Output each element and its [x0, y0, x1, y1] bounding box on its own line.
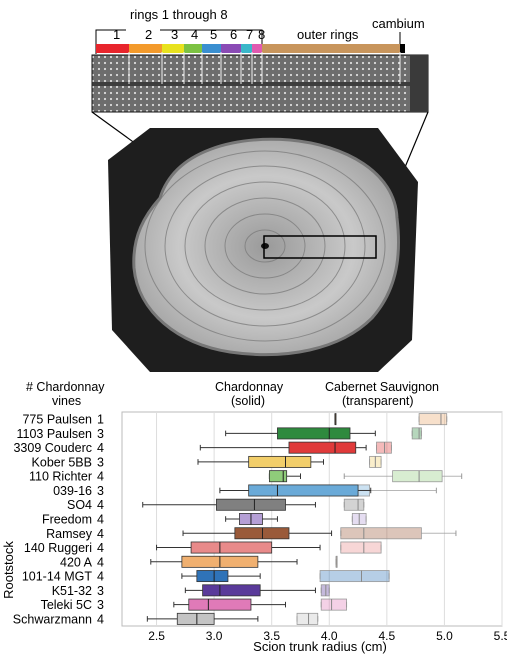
chardonnay-box — [277, 427, 351, 440]
vine-count: 4 — [97, 555, 104, 569]
rootstock-label: 1103 Paulsen — [16, 427, 92, 441]
rings-title: rings 1 through 8 — [130, 7, 228, 22]
ring-number-6: 6 — [230, 27, 237, 42]
cabernet-box — [343, 498, 365, 511]
rootstock-label: SO4 — [67, 498, 92, 512]
chardonnay-box — [288, 441, 357, 454]
chardonnay-box — [176, 612, 215, 625]
ring-number-7: 7 — [246, 27, 253, 42]
rootstock-label: 101-14 MGT — [22, 570, 93, 584]
x-tick-label: 3.5 — [263, 629, 280, 643]
header-count-line1: # Chardonnay — [26, 380, 105, 394]
rootstock-label: K51-32 — [52, 584, 92, 598]
rootstock-label: Kober 5BB — [32, 455, 92, 469]
plot-area: 2.5 3.0 3.5 4.0 4.5 5.0 5.5 775 Paulsen 1 1103 Pa… — [13, 411, 507, 643]
vine-count: 4 — [97, 470, 104, 484]
chardonnay-box — [216, 498, 286, 511]
vine-count: 3 — [97, 598, 104, 612]
x-tick-label: 2.5 — [148, 629, 165, 643]
legend-chardonnay-line2: (solid) — [231, 394, 265, 408]
trunk-cross-section-figure: rings 1 through 8 1 2 3 4 5 6 7 8 outer … — [91, 7, 429, 372]
header-count-line2: vines — [52, 394, 81, 408]
chardonnay-box — [248, 455, 312, 468]
outer-rings-label: outer rings — [297, 27, 359, 42]
legend-cabernet-line2: (transparent) — [342, 394, 414, 408]
x-axis-label: Scion trunk radius (cm) — [253, 639, 387, 654]
cabernet-box — [340, 527, 422, 540]
ring-segment-5 — [202, 44, 221, 53]
rootstock-label: 775 Paulsen — [22, 413, 92, 427]
vine-count: 3 — [97, 484, 104, 498]
ring-number-2: 2 — [145, 27, 152, 42]
chardonnay-box — [190, 541, 273, 554]
chardonnay-box — [202, 584, 261, 597]
y-axis-label: Rootstock — [1, 541, 16, 599]
cabernet-box — [320, 598, 347, 611]
ring-color-bar — [96, 44, 405, 53]
x-tick-label: 4.5 — [379, 629, 396, 643]
legend-chardonnay-line1: Chardonnay — [215, 380, 284, 394]
vine-count: 3 — [97, 584, 104, 598]
vine-count: 4 — [97, 498, 104, 512]
ring-number-5: 5 — [210, 27, 217, 42]
rootstock-label: 3309 Couderc — [13, 441, 92, 455]
x-tick-label: 5.0 — [436, 629, 453, 643]
cabernet-box — [411, 427, 422, 440]
ring-number-3: 3 — [171, 27, 178, 42]
outer-rings-segment — [262, 44, 400, 53]
cabernet-box — [392, 470, 443, 483]
cabernet-box — [320, 584, 330, 597]
chardonnay-box — [188, 598, 252, 611]
cabernet-box — [340, 541, 382, 554]
cabernet-box — [376, 441, 392, 454]
rootstock-label: 420 A — [60, 555, 93, 569]
x-tick-label: 4.0 — [321, 629, 338, 643]
vine-count: 4 — [97, 441, 104, 455]
ring-boundary-lines — [128, 52, 401, 84]
chardonnay-box — [248, 484, 359, 497]
ring-segment-2 — [129, 44, 162, 53]
cambium-label: cambium — [372, 16, 425, 31]
vine-count: 4 — [97, 527, 104, 541]
cabernet-box — [296, 612, 319, 625]
rootstock-label: 140 Ruggeri — [24, 541, 92, 555]
x-tick-label: 3.0 — [206, 629, 223, 643]
cabernet-box — [319, 570, 390, 583]
rootstock-label: 110 Richter — [29, 470, 92, 484]
vine-count: 1 — [97, 413, 104, 427]
chardonnay-box — [234, 527, 290, 540]
trunk-cross-section-image — [108, 128, 418, 372]
ring-segment-3 — [162, 44, 184, 53]
ring-segment-7 — [241, 44, 252, 53]
boxplot-chart: # Chardonnay vines Chardonnay (solid) Ca… — [1, 380, 507, 654]
legend-cabernet-line1: Cabernet Sauvignon — [325, 380, 439, 394]
rootstock-label: 039-16 — [53, 484, 92, 498]
chardonnay-box — [196, 570, 229, 583]
x-tick-label: 5.5 — [494, 629, 507, 643]
ring-number-4: 4 — [191, 27, 198, 42]
ring-segment-6 — [221, 44, 241, 53]
vine-count: 4 — [97, 541, 104, 555]
rootstock-label: Teleki 5C — [41, 598, 92, 612]
ring-segment-8 — [252, 44, 262, 53]
ring-segment-4 — [184, 44, 202, 53]
rootstock-label: Schwarzmann — [13, 612, 92, 626]
ring-segment-1 — [96, 44, 129, 53]
ring-number-1: 1 — [113, 27, 120, 42]
cabernet-box — [418, 413, 448, 426]
cambium-segment — [400, 44, 405, 53]
rootstock-label: Freedom — [42, 513, 92, 527]
vine-count: 4 — [97, 570, 104, 584]
rootstock-label: Ramsey — [46, 527, 93, 541]
chardonnay-box — [268, 470, 288, 483]
vine-count: 3 — [97, 427, 104, 441]
vine-count: 3 — [97, 455, 104, 469]
vine-count: 4 — [97, 513, 104, 527]
vine-count: 4 — [97, 612, 104, 626]
